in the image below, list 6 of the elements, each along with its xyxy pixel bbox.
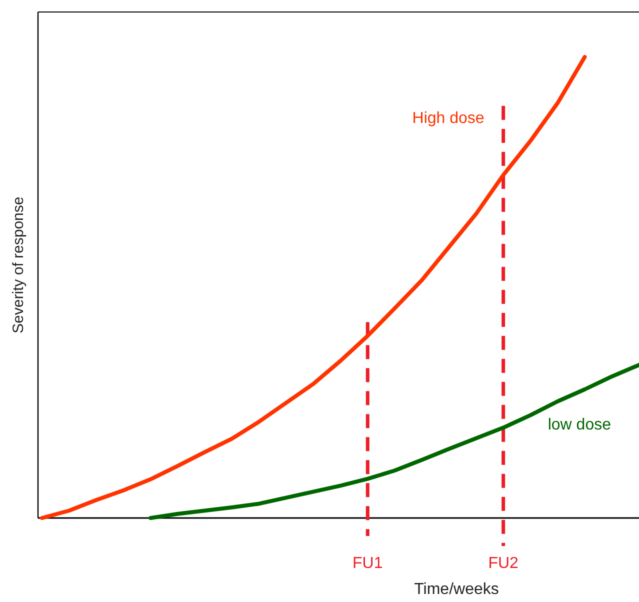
y-axis-title: Severity of response — [10, 196, 27, 334]
series-label: low dose — [548, 416, 612, 434]
text: High dose — [412, 110, 484, 128]
x-axis-title: Time/weeks — [414, 581, 499, 598]
x-tick-label: FU2 — [488, 555, 519, 572]
x-tick-label: FU1 — [352, 555, 383, 572]
